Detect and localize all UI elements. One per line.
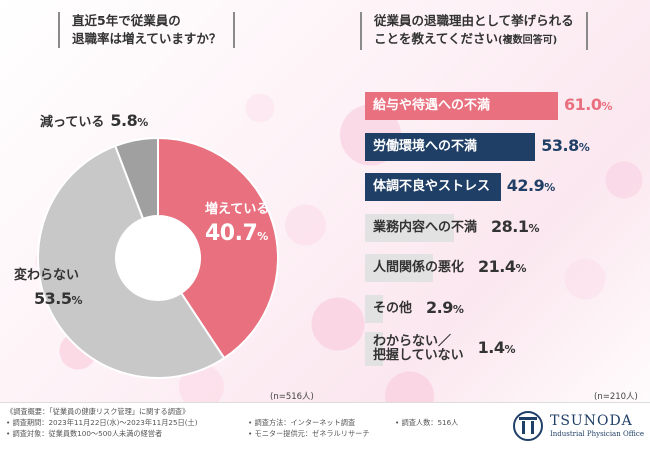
bar-question-line2: ことを教えてください [374, 31, 499, 46]
pie-label-same-name: 変わらない [14, 268, 80, 283]
bar-value-salary: 61.0% [564, 95, 613, 114]
footer-method: • 調査方法：インターネット調査 [248, 418, 356, 427]
footer-monitor: • モニター提供元：ゼネラルリサーチ [248, 429, 370, 438]
pie-label-decrease-name: 減っている [40, 115, 105, 130]
pie-value-decrease: 5.8 [110, 111, 138, 130]
pie-label-increase: 増えている 40.7% [205, 198, 269, 246]
pie-question-title: 直近5年で従業員の 退職率は増えていますか？ [58, 12, 236, 48]
bar-question-title: 従業員の退職理由として挙げられる ことを教えてください(複数回答可) [360, 12, 588, 50]
bar-other: その他 [365, 294, 412, 323]
bar-label-relationship: 人間関係の悪化 [373, 260, 465, 275]
bar-value-relationship: 21.4% [478, 257, 527, 276]
bar-relationship: 人間関係の悪化 [365, 254, 464, 282]
pie-value-same: 53.5 [34, 289, 72, 308]
bar-label-work-content: 業務内容への不満 [373, 219, 478, 235]
bar-unknown: わからない／ 把握していない [365, 332, 464, 366]
pie-center-hole [117, 217, 199, 299]
pie-value-increase: 40.7 [205, 221, 258, 246]
logo-subtitle: Industrial Physician Office [550, 430, 644, 438]
bar-value-environment: 53.8% [541, 135, 590, 155]
footer-target: • 調査対象：従業員数100～500人未満の経営者 [6, 429, 163, 438]
logo-name: TSUNODA [550, 413, 633, 429]
bar-label-salary: 給与や待遇への不満 [373, 98, 491, 113]
footer-count: • 調査人数：516人 [395, 418, 459, 427]
pie-slice-same [37, 144, 226, 379]
footer-summary: 《調査概要：「従業員の健康リスク管理」に関する調査》 [6, 407, 190, 416]
bar-value-health: 42.9% [506, 176, 556, 195]
pie-slice-decrease [113, 136, 159, 221]
bar-label-environment: 労働環境への不満 [373, 138, 478, 154]
pie-n-note: (n=516人) [270, 392, 314, 402]
bar-environment: 労働環境への不満 [365, 132, 536, 161]
bar-label-unknown: わからない／ 把握していない [373, 334, 464, 363]
bar-health: 体調不良やストレス [365, 173, 501, 201]
pie-label-increase-name: 増えている [205, 202, 270, 217]
pie-label-same: 変わらない 53.5% [14, 264, 83, 308]
bar-salary: 給与や待遇への不満 [365, 92, 558, 120]
bar-value-other: 2.9% [426, 297, 464, 317]
bar-label-other: その他 [373, 300, 413, 316]
pie-question-line1: 直近5年で従業員の [72, 13, 181, 28]
bar-n-note: (n=210人) [594, 392, 638, 402]
bar-value-work-content: 28.1% [491, 216, 540, 236]
pie-label-decrease: 減っている 5.8% [40, 111, 149, 130]
footer-period: • 調査期間：2023年11月22日(水)～2023年11月25日(土) [6, 418, 198, 427]
bar-question-line1: 従業員の退職理由として挙げられる [374, 13, 574, 28]
bar-value-unknown: 1.4% [477, 338, 516, 357]
bar-label-health: 体調不良やストレス [373, 179, 491, 194]
bar-work-content: 業務内容への不満 [365, 213, 477, 242]
pie-question-line2: 退職率は増えていますか？ [72, 31, 222, 46]
bar-question-suffix: (複数回答可) [498, 35, 558, 46]
